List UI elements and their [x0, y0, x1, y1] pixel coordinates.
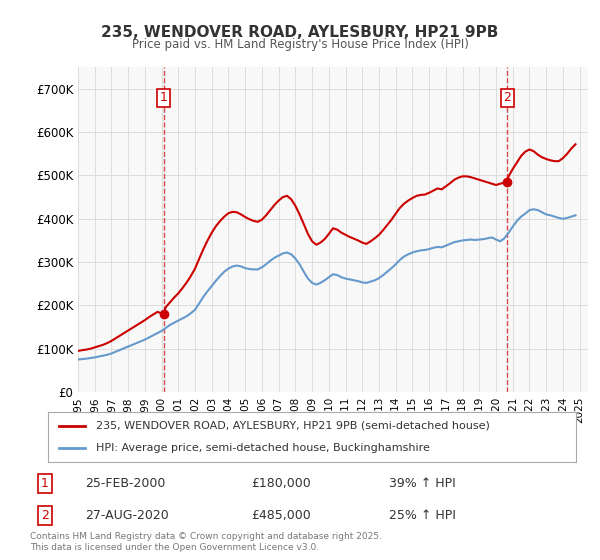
Text: Contains HM Land Registry data © Crown copyright and database right 2025.
This d: Contains HM Land Registry data © Crown c… — [30, 532, 382, 552]
Text: £485,000: £485,000 — [251, 509, 311, 522]
Text: 25-FEB-2000: 25-FEB-2000 — [85, 477, 166, 490]
Text: 2: 2 — [503, 91, 511, 104]
Text: 39% ↑ HPI: 39% ↑ HPI — [389, 477, 455, 490]
Text: HPI: Average price, semi-detached house, Buckinghamshire: HPI: Average price, semi-detached house,… — [95, 443, 430, 453]
Text: 2: 2 — [41, 509, 49, 522]
Text: 27-AUG-2020: 27-AUG-2020 — [85, 509, 169, 522]
Text: 1: 1 — [160, 91, 167, 104]
Text: 25% ↑ HPI: 25% ↑ HPI — [389, 509, 455, 522]
Text: Price paid vs. HM Land Registry's House Price Index (HPI): Price paid vs. HM Land Registry's House … — [131, 38, 469, 50]
Text: £180,000: £180,000 — [251, 477, 311, 490]
Text: 235, WENDOVER ROAD, AYLESBURY, HP21 9PB (semi-detached house): 235, WENDOVER ROAD, AYLESBURY, HP21 9PB … — [95, 421, 490, 431]
Text: 235, WENDOVER ROAD, AYLESBURY, HP21 9PB: 235, WENDOVER ROAD, AYLESBURY, HP21 9PB — [101, 25, 499, 40]
Text: 1: 1 — [41, 477, 49, 490]
